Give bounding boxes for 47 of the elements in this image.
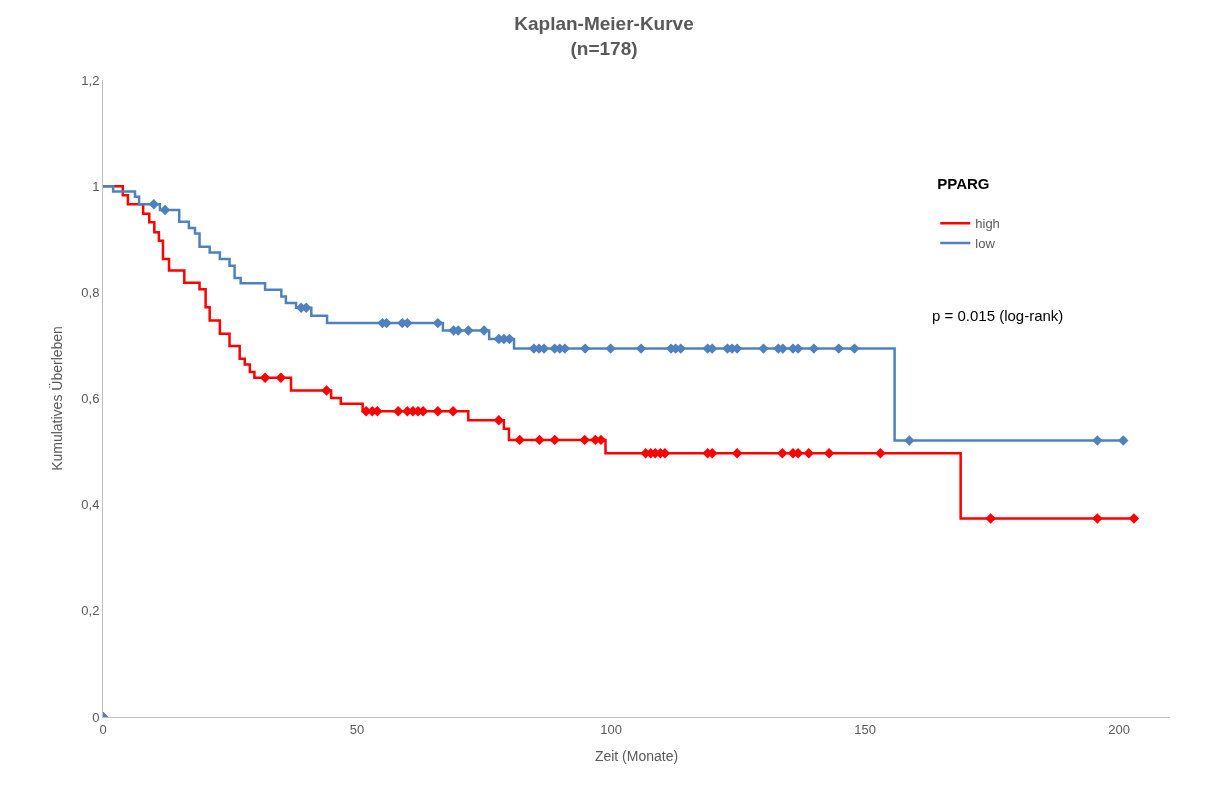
point <box>904 435 915 446</box>
legend-label: high <box>975 216 1000 232</box>
y-axis-title: Kumulatives Überleben <box>47 326 65 471</box>
point <box>833 343 844 354</box>
point <box>1092 435 1103 446</box>
chart-title: Kaplan-Meier-Kurve (n=178) <box>514 13 694 59</box>
point <box>803 447 814 459</box>
point <box>321 385 332 396</box>
point <box>478 325 490 336</box>
point <box>875 447 886 459</box>
point <box>808 343 820 354</box>
point <box>635 343 647 354</box>
point <box>985 513 996 524</box>
y-tick-label: 0 <box>92 709 100 725</box>
x-tick-label: 50 <box>349 721 365 737</box>
legend-label: low <box>975 236 996 252</box>
point <box>463 325 474 336</box>
y-tick-label: 1,2 <box>81 72 100 88</box>
point <box>259 372 271 383</box>
x-tick-label: 200 <box>1108 721 1131 737</box>
point <box>777 447 788 459</box>
point <box>1128 513 1140 524</box>
point <box>534 434 545 446</box>
x-tick-label: 150 <box>854 721 876 737</box>
point <box>849 343 860 354</box>
point <box>549 434 560 446</box>
legend-title: PPARG <box>937 174 990 192</box>
point <box>579 434 590 446</box>
y-tick-label: 0,4 <box>81 497 100 513</box>
point <box>447 406 459 417</box>
point <box>579 343 591 354</box>
point <box>731 447 743 459</box>
x-axis-title: Zeit (Monate) <box>594 747 679 764</box>
point <box>823 447 835 459</box>
y-tick-label: 0,6 <box>81 391 100 407</box>
point <box>514 434 525 446</box>
annotation: p = 0.015 (log-rank) <box>932 307 1064 324</box>
y-tick-label: 1 <box>92 178 100 194</box>
x-tick-label: 100 <box>600 721 622 737</box>
y-tick-label: 0,8 <box>81 284 100 300</box>
point <box>1092 513 1103 524</box>
y-tick-label: 0,2 <box>81 603 100 619</box>
point <box>605 343 616 354</box>
point <box>432 406 444 417</box>
point <box>393 406 404 417</box>
point <box>1118 435 1129 446</box>
point <box>758 343 769 354</box>
